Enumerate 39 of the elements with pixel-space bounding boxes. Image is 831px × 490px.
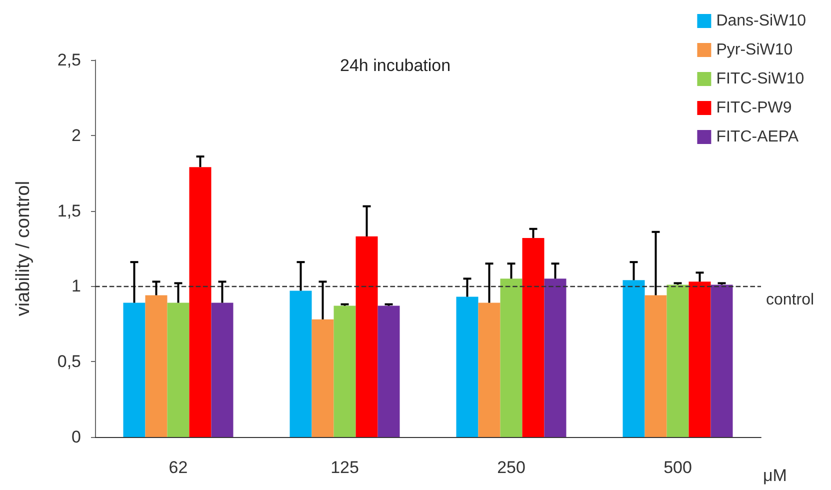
bar (312, 319, 334, 437)
bar (522, 238, 544, 437)
bar (544, 278, 566, 437)
bar (688, 282, 711, 437)
chart-title: 24h incubation (340, 56, 451, 75)
bar (334, 306, 356, 437)
bar (189, 167, 212, 437)
bar (211, 302, 234, 437)
y-tick-label: 0,5 (57, 352, 81, 372)
bar (378, 306, 400, 437)
legend-label: Pyr-SiW10 (716, 42, 793, 58)
y-tick-label: 2 (72, 126, 81, 145)
x-tick-label: 500 (664, 458, 692, 477)
bar (167, 302, 190, 437)
legend-label: FITC-SiW10 (716, 70, 804, 88)
bar (290, 290, 312, 437)
legend-label: Dans-SiW10 (716, 12, 806, 30)
y-tick-label: 1,5 (57, 201, 81, 220)
legend-label: FITC-AEPA (716, 128, 799, 146)
x-tick-label: 250 (497, 458, 526, 477)
bar (123, 302, 146, 437)
bar (666, 284, 689, 437)
y-tick-label: 2,5 (57, 50, 81, 70)
legend-label: FITC-PW9 (716, 100, 792, 116)
x-tick-label: 62 (168, 458, 188, 477)
bar (478, 302, 500, 437)
x-axis-title: μM (763, 466, 787, 485)
bar (710, 284, 733, 437)
y-tick-label: 1 (72, 276, 81, 296)
bar (644, 295, 667, 437)
bar (500, 278, 522, 437)
ref-line-label: control (766, 292, 814, 309)
bar (622, 280, 645, 437)
bar (456, 296, 478, 437)
x-tick-label: 125 (330, 458, 359, 477)
y-axis-title: viability / control (13, 180, 34, 316)
y-tick-label: 0 (72, 428, 81, 446)
bar (356, 236, 378, 437)
bar (145, 295, 168, 437)
